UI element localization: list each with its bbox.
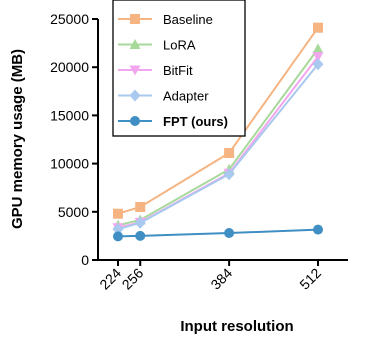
legend-label: FPT (ours) [163, 114, 228, 129]
x-tick-label: 256 [119, 265, 147, 293]
legend-label: BitFit [163, 63, 193, 78]
x-tick-label: 384 [207, 265, 235, 293]
legend-marker [130, 116, 140, 126]
series-line [117, 27, 319, 215]
data-point [313, 22, 323, 33]
y-tick-label: 25000 [50, 11, 89, 27]
x-tick-label: 512 [296, 265, 324, 293]
data-point [113, 208, 123, 219]
legend-marker [129, 89, 141, 102]
x-axis-label: Input resolution [180, 318, 293, 335]
data-point [313, 224, 323, 235]
legend: Baseline LoRA BitFit Adapter FPT (ours) [112, 0, 246, 137]
legend-label: Adapter [163, 89, 209, 104]
y-axis-label: GPU memory usage (MB) [9, 49, 26, 229]
data-point [113, 231, 123, 242]
data-point [312, 58, 324, 71]
y-tick-label: 10000 [50, 156, 89, 172]
data-point [135, 201, 146, 212]
series-adapter [112, 58, 324, 236]
series-line [117, 48, 319, 227]
data-point [312, 43, 324, 54]
data-point [312, 52, 324, 63]
series-layer [112, 22, 324, 242]
data-point [112, 223, 124, 236]
data-point [224, 228, 235, 239]
legend-item: FPT (ours) [118, 114, 228, 129]
y-tick-label: 5000 [58, 204, 89, 220]
legend-label: Baseline [163, 12, 213, 27]
data-point [135, 230, 146, 241]
legend-marker [129, 65, 141, 76]
legend-item: Adapter [118, 89, 209, 104]
legend-item: BitFit [118, 63, 193, 78]
legend-marker [130, 14, 140, 24]
data-point [223, 168, 235, 181]
series-line [117, 228, 319, 238]
series-line [117, 63, 319, 231]
legend-label: LoRA [163, 38, 196, 53]
y-tick-label: 15000 [50, 107, 89, 123]
series-fpt-ours [113, 224, 323, 242]
y-tick-label: 20000 [50, 59, 89, 75]
data-point [134, 216, 146, 229]
y-tick-label: 0 [81, 252, 89, 268]
series-baseline [113, 22, 323, 219]
data-point [224, 147, 235, 158]
legend-item: LoRA [118, 38, 196, 53]
legend-marker [129, 39, 141, 49]
y-ticks: 0 5000 10000 15000 20000 25000 [50, 11, 98, 268]
legend-item: Baseline [118, 12, 213, 27]
